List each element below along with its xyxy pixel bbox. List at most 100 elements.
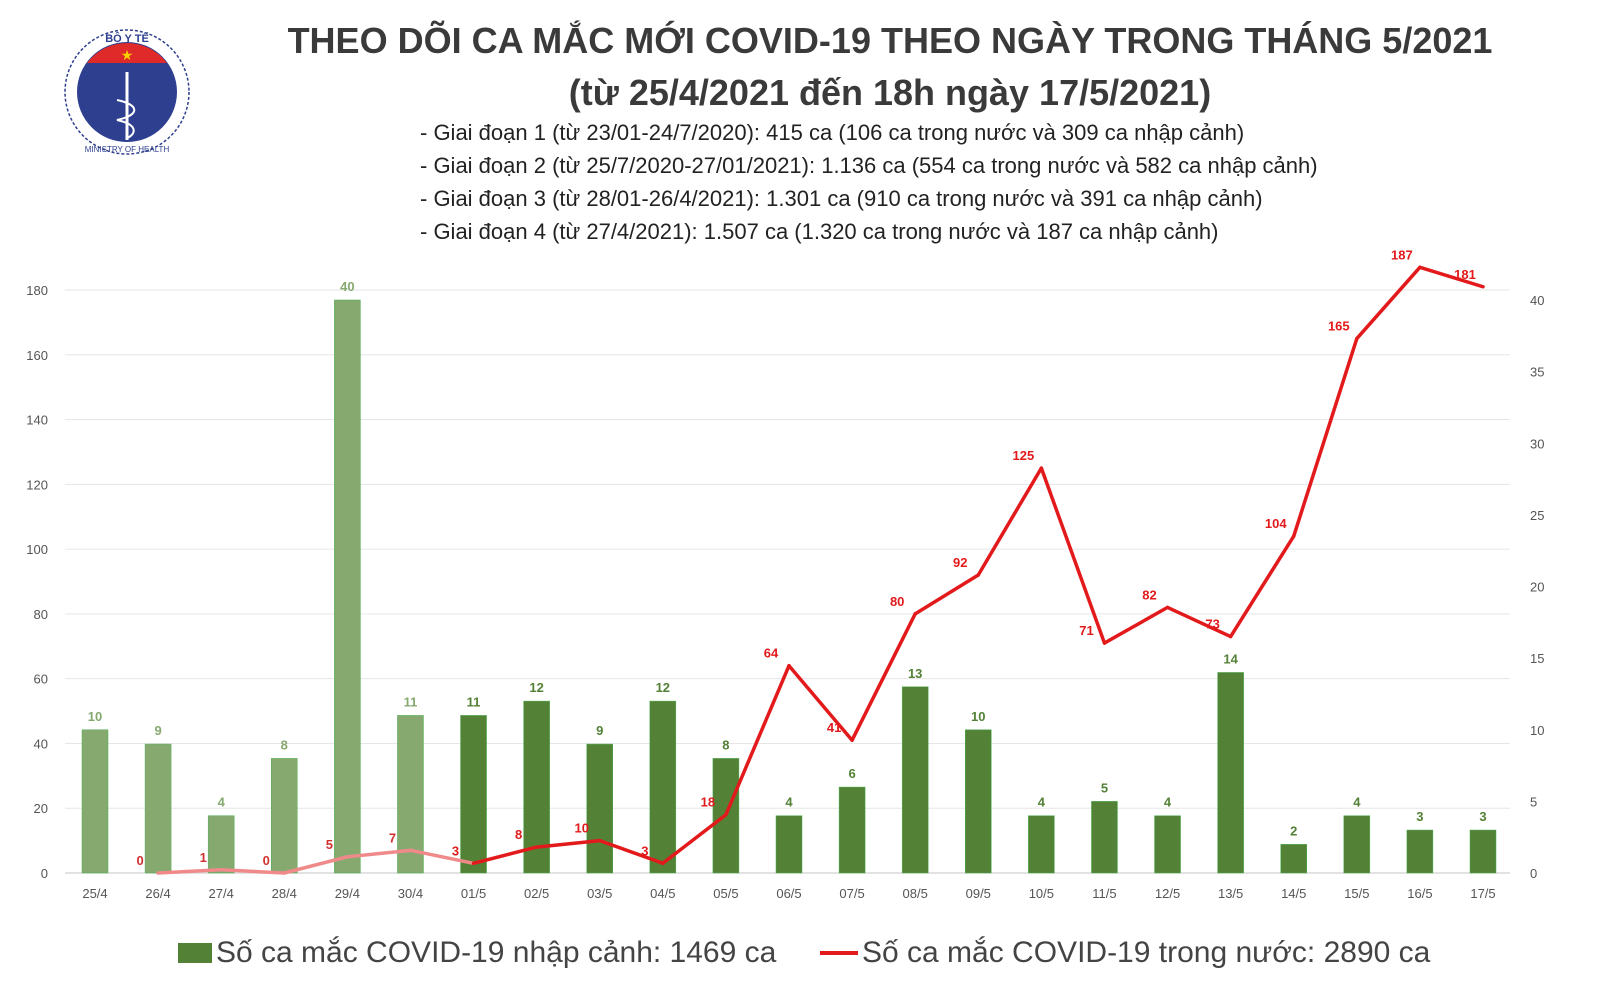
bar-value-label: 13 (908, 666, 922, 681)
x-tick-label: 26/4 (145, 886, 170, 901)
left-tick-label: 60 (34, 672, 48, 687)
line-value-label: 1 (200, 850, 207, 865)
bar-value-label: 12 (529, 680, 543, 695)
bar-value-label: 4 (1353, 795, 1361, 810)
line-segment (976, 466, 1044, 577)
bar-12/5 (1154, 815, 1181, 874)
x-tick-label: 06/5 (776, 886, 801, 901)
line-value-label: 165 (1328, 319, 1350, 334)
line-segment (787, 663, 854, 742)
line-point-16/5 (1418, 265, 1422, 269)
line-value-label: 104 (1265, 516, 1287, 531)
line-segment (1165, 605, 1233, 639)
line-point-01/5 (472, 861, 476, 865)
right-axis: 0 5 10 15 20 25 30 35 40 (1530, 293, 1544, 881)
left-tick-label: 80 (34, 607, 48, 622)
legend-label-domestic: Số ca mắc COVID-19 trong nước: 2890 ca (862, 936, 1431, 969)
x-tick-label: 25/4 (82, 886, 107, 901)
bar-15/5 (1343, 815, 1371, 874)
bar-26/4 (144, 743, 172, 874)
line-point-26/4 (156, 871, 160, 875)
x-tick-label: 04/5 (650, 886, 675, 901)
bar-28/4 (271, 758, 298, 874)
line-segment (1228, 534, 1296, 639)
right-tick-label: 10 (1530, 723, 1544, 738)
line-point-12/5 (1166, 605, 1170, 609)
left-tick-label: 140 (26, 413, 48, 428)
bar-value-label: 11 (404, 694, 418, 709)
bar-value-label: 3 (1416, 809, 1423, 824)
bar-value-label: 2 (1290, 823, 1297, 838)
stage-4: - Giai đoạn 4 (từ 27/4/2021): 1.507 ca (… (420, 219, 1219, 244)
bar-30/4 (397, 715, 424, 874)
bar-01/5 (460, 715, 487, 874)
stage-3: - Giai đoạn 3 (từ 28/01-26/4/2021): 1.30… (420, 186, 1263, 211)
line-value-label: 0 (136, 853, 143, 868)
line-segment (156, 868, 223, 875)
line-segment (534, 838, 602, 849)
bar-value-label: 9 (154, 723, 161, 738)
x-tick-label: 27/4 (209, 886, 234, 901)
line-point-02/5 (535, 845, 539, 849)
line-point-07/5 (850, 738, 854, 742)
x-axis-labels: 25/4 26/4 27/4 28/4 29/4 30/4 01/5 02/5 03/5 04/5… (82, 886, 1495, 901)
line-point-27/4 (219, 868, 223, 872)
bar-17/5 (1469, 829, 1497, 874)
left-axis: 0 20 40 60 80 100 120 140 160 180 (26, 283, 48, 881)
right-tick-label: 30 (1530, 436, 1544, 451)
left-tick-label: 100 (26, 542, 48, 557)
x-tick-label: 11/5 (1092, 886, 1116, 901)
right-tick-label: 20 (1530, 580, 1544, 595)
x-tick-label: 12/5 (1155, 886, 1180, 901)
bar-value-label: 4 (785, 795, 793, 810)
bar-29/4 (334, 299, 361, 874)
line-value-label: 0 (263, 853, 270, 868)
x-tick-label: 30/4 (398, 886, 423, 901)
bar-value-label: 3 (1479, 809, 1486, 824)
bar-value-label: 14 (1223, 651, 1238, 666)
line-value-label: 125 (1013, 448, 1035, 463)
x-tick-label: 14/5 (1281, 886, 1306, 901)
bar-14/5 (1280, 844, 1307, 874)
line-point-11/5 (1102, 641, 1106, 645)
x-tick-label: 28/4 (272, 886, 297, 901)
bar-value-label: 5 (1101, 780, 1108, 795)
left-tick-label: 0 (41, 866, 48, 881)
line-value-label: 7 (389, 830, 396, 845)
x-tick-label: 02/5 (524, 886, 549, 901)
line-segment (1102, 605, 1170, 645)
bar-25/4 (81, 729, 109, 874)
x-tick-label: 01/5 (461, 886, 486, 901)
bar-07/5 (838, 786, 866, 874)
left-tick-label: 180 (26, 283, 48, 298)
chart-title: THEO DÕI CA MẮC MỚI COVID-19 THEO NGÀY T… (287, 20, 1493, 61)
svg-text:MINISTRY OF HEALTH: MINISTRY OF HEALTH (85, 145, 170, 154)
stage-2: - Giai đoạn 2 (từ 25/7/2020-27/01/2021):… (420, 153, 1318, 178)
bar-value-label: 12 (656, 680, 670, 695)
bar-27/4 (207, 815, 235, 874)
x-tick-label: 07/5 (839, 886, 864, 901)
line-value-label: 41 (827, 720, 841, 735)
right-tick-label: 5 (1530, 794, 1537, 809)
line-segment (1418, 265, 1485, 289)
bar-04/5 (649, 700, 677, 874)
x-tick-label: 10/5 (1029, 886, 1054, 901)
legend-swatch-bar (178, 943, 212, 963)
x-tick-label: 29/4 (335, 886, 360, 901)
chart-subtitle: (từ 25/4/2021 đến 18h ngày 17/5/2021) (568, 72, 1212, 113)
line-segment (345, 848, 413, 859)
bar-13/5 (1217, 672, 1244, 874)
line-point-29/4 (345, 855, 349, 859)
line-series: 0 1 05 738 103186441809212571827310416518718… (136, 247, 1485, 875)
line-segment (913, 573, 981, 616)
bar-value-label: 10 (971, 709, 985, 724)
bar-03/5 (586, 743, 613, 874)
svg-text:★: ★ (121, 47, 134, 63)
x-tick-label: 03/5 (587, 886, 612, 901)
line-value-label: 10 (574, 821, 588, 836)
line-segment (850, 612, 917, 742)
line-point-15/5 (1355, 337, 1359, 341)
line-segment (408, 848, 476, 866)
